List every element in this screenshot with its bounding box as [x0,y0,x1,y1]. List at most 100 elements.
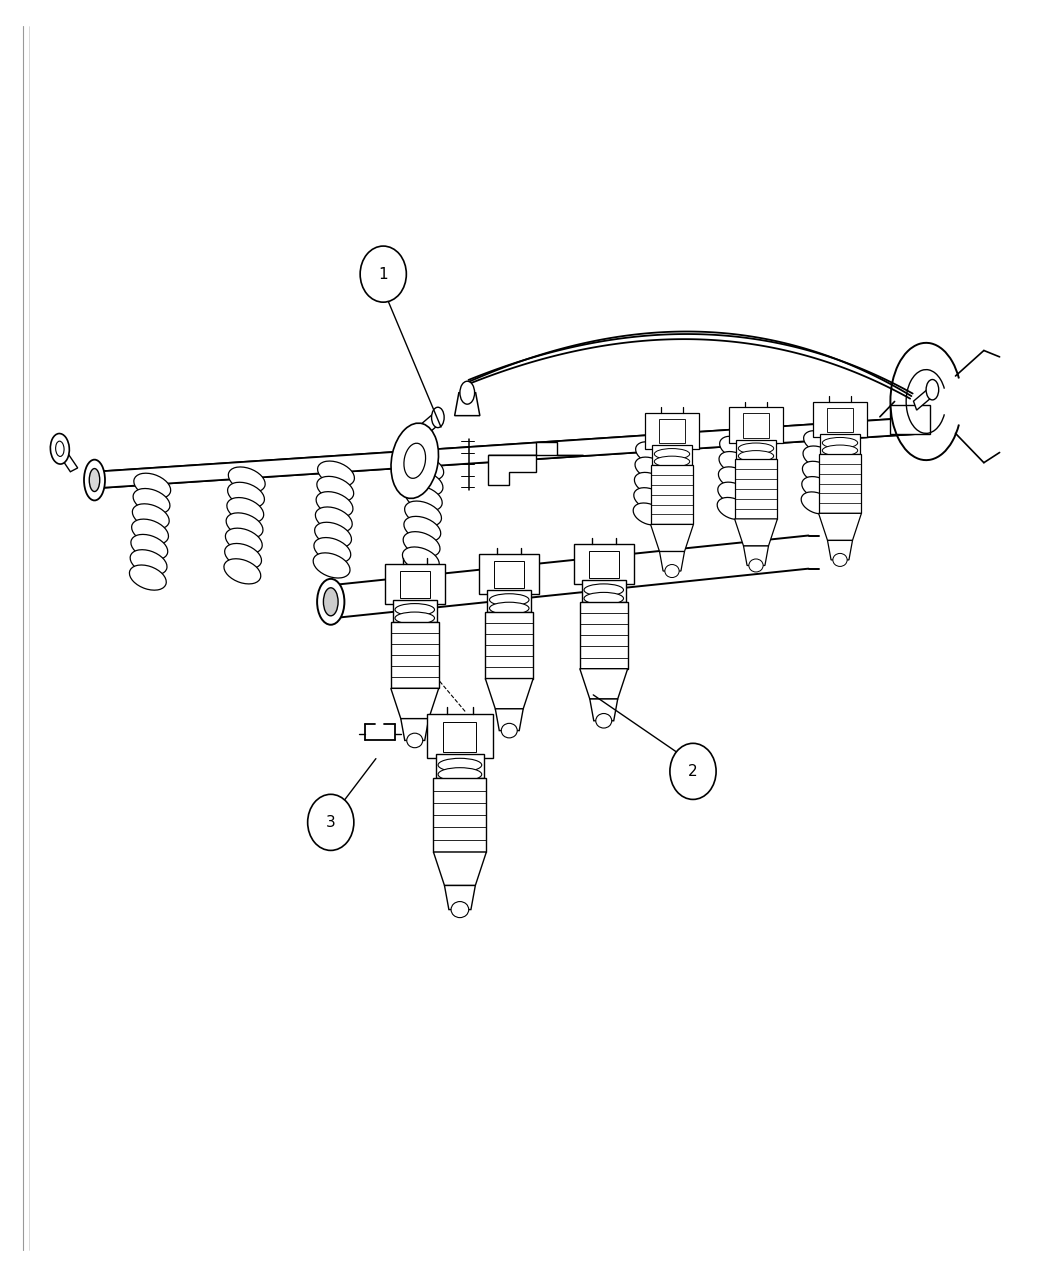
Ellipse shape [405,486,442,511]
Polygon shape [820,435,860,454]
Ellipse shape [395,603,435,616]
Polygon shape [743,546,769,566]
Polygon shape [914,384,938,411]
Polygon shape [479,553,540,594]
Circle shape [308,794,354,850]
Ellipse shape [489,594,529,606]
Polygon shape [496,709,523,731]
Ellipse shape [489,602,529,615]
Ellipse shape [584,593,624,604]
Ellipse shape [718,467,749,488]
Ellipse shape [406,455,444,481]
Ellipse shape [406,470,443,496]
Circle shape [670,743,716,799]
Polygon shape [434,778,486,852]
Polygon shape [485,678,533,709]
Ellipse shape [228,482,265,507]
Polygon shape [659,552,685,571]
Text: 3: 3 [326,815,336,830]
Polygon shape [589,551,618,578]
Ellipse shape [719,451,750,473]
Polygon shape [420,409,441,437]
Polygon shape [488,442,583,455]
Ellipse shape [801,492,832,514]
Ellipse shape [131,519,168,544]
Text: 1: 1 [378,266,388,282]
Ellipse shape [452,901,468,918]
Ellipse shape [317,477,354,501]
Ellipse shape [133,473,171,499]
Ellipse shape [404,444,425,478]
Ellipse shape [634,488,665,510]
Ellipse shape [749,558,763,572]
Ellipse shape [131,534,168,560]
Polygon shape [729,407,782,442]
Ellipse shape [404,501,441,527]
Polygon shape [814,402,867,437]
Ellipse shape [317,579,344,625]
Polygon shape [573,544,633,584]
Ellipse shape [89,469,100,492]
Ellipse shape [822,437,858,449]
Ellipse shape [584,584,624,595]
Polygon shape [652,445,692,465]
Ellipse shape [130,550,167,575]
Polygon shape [487,590,531,612]
Polygon shape [393,601,437,622]
Ellipse shape [803,446,834,468]
Ellipse shape [822,445,858,456]
Polygon shape [819,454,861,514]
Ellipse shape [438,768,482,782]
Ellipse shape [738,450,774,462]
Polygon shape [426,714,493,759]
Ellipse shape [438,759,482,771]
Polygon shape [434,852,486,885]
Polygon shape [827,541,853,560]
Ellipse shape [313,553,350,578]
Ellipse shape [323,588,338,616]
Polygon shape [400,570,429,598]
Ellipse shape [654,456,690,467]
Ellipse shape [501,723,518,738]
Polygon shape [443,722,477,751]
Polygon shape [582,580,626,602]
Ellipse shape [395,612,435,625]
Ellipse shape [227,497,264,523]
Ellipse shape [225,543,261,569]
Polygon shape [742,413,770,437]
Ellipse shape [926,380,939,400]
Polygon shape [485,612,533,678]
Polygon shape [735,519,777,546]
Polygon shape [651,465,693,524]
Ellipse shape [717,497,748,519]
Ellipse shape [316,492,353,516]
Polygon shape [331,536,808,618]
Ellipse shape [738,442,774,454]
Text: 2: 2 [688,764,698,779]
Polygon shape [890,405,930,435]
Polygon shape [488,455,536,484]
Ellipse shape [803,431,835,453]
Ellipse shape [56,441,64,456]
Ellipse shape [315,523,352,547]
Ellipse shape [595,714,612,728]
Ellipse shape [635,442,667,464]
Polygon shape [391,622,439,688]
Polygon shape [590,699,617,720]
Polygon shape [826,408,854,432]
Ellipse shape [391,423,439,499]
Ellipse shape [635,458,666,479]
Ellipse shape [50,434,69,464]
Polygon shape [819,514,861,541]
Ellipse shape [129,565,166,590]
Ellipse shape [833,553,847,566]
Ellipse shape [403,532,440,557]
Ellipse shape [226,528,262,553]
Polygon shape [580,668,628,699]
Ellipse shape [228,467,266,492]
Ellipse shape [84,460,105,501]
Polygon shape [401,719,428,741]
Polygon shape [651,524,693,552]
Ellipse shape [802,462,833,483]
Ellipse shape [633,504,664,525]
